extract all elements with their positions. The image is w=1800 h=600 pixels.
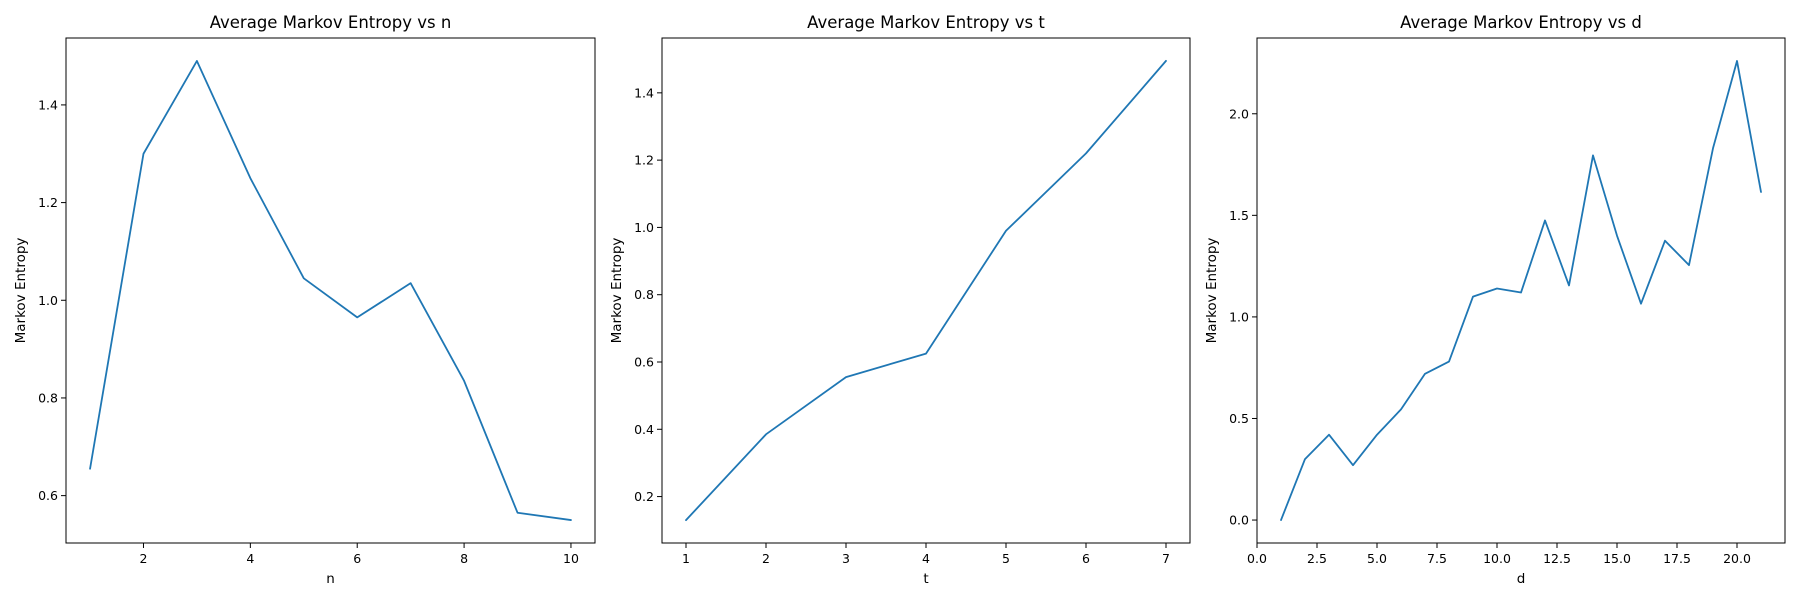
subplot-n: Average Markov Entropy vs n n Markov Ent… <box>13 13 596 587</box>
y-tick-label-t: 0.2 <box>634 489 654 504</box>
x-ticks-d: 0.0 2.5 5.0 7.5 10.0 12.5 15.0 17.5 20.0 <box>1247 543 1751 566</box>
y-axis-label-t: Markov Entropy <box>609 238 625 344</box>
y-ticks-d: 0.0 0.5 1.0 1.5 2.0 <box>1229 106 1257 528</box>
x-tick-label-d: 15.0 <box>1603 551 1631 566</box>
x-tick-label-t: 3 <box>842 551 850 566</box>
axes-frame-n <box>65 37 596 544</box>
series-line-t <box>685 59 1167 522</box>
series-group-d <box>1280 60 1762 521</box>
x-tick-label-d: 0.0 <box>1247 551 1267 566</box>
y-tick-label-t: 1.0 <box>634 220 654 235</box>
subplot-t: Average Markov Entropy vs t t Markov Ent… <box>609 13 1191 587</box>
y-tick-label-n: 1.4 <box>38 97 58 112</box>
y-tick-label-d: 0.5 <box>1229 411 1249 426</box>
x-tick-label-n: 6 <box>353 551 361 566</box>
x-tick-label-d: 17.5 <box>1663 551 1691 566</box>
y-tick-label-n: 1.0 <box>38 293 58 308</box>
chart-title-t: Average Markov Entropy vs t <box>807 13 1045 32</box>
y-tick-label-t: 1.4 <box>634 85 654 100</box>
x-ticks-n: 2 4 6 8 10 <box>140 543 579 566</box>
x-tick-label-d: 12.5 <box>1543 551 1571 566</box>
y-ticks-n: 0.6 0.8 1.0 1.2 1.4 <box>38 97 66 503</box>
y-tick-label-n: 0.8 <box>38 390 58 405</box>
x-tick-label-t: 6 <box>1082 551 1090 566</box>
x-tick-label-t: 1 <box>682 551 690 566</box>
chart-title-n: Average Markov Entropy vs n <box>210 13 452 32</box>
x-tick-label-d: 2.5 <box>1307 551 1327 566</box>
y-tick-label-d: 2.0 <box>1229 106 1249 121</box>
x-tick-label-d: 20.0 <box>1723 551 1751 566</box>
x-tick-label-d: 5.0 <box>1367 551 1387 566</box>
x-tick-label-t: 5 <box>1002 551 1010 566</box>
x-axis-label-n: n <box>326 571 335 587</box>
series-line-n <box>89 60 572 521</box>
x-tick-label-n: 10 <box>563 551 579 566</box>
y-tick-label-n: 1.2 <box>38 195 58 210</box>
x-tick-label-n: 2 <box>140 551 148 566</box>
y-ticks-t: 0.2 0.4 0.6 0.8 1.0 1.2 1.4 <box>634 85 662 504</box>
y-tick-label-d: 1.5 <box>1229 208 1249 223</box>
x-tick-label-n: 4 <box>246 551 254 566</box>
x-tick-label-t: 4 <box>922 551 930 566</box>
y-tick-label-t: 0.6 <box>634 354 654 369</box>
x-ticks-t: 1 2 3 4 5 6 7 <box>682 543 1170 566</box>
x-tick-label-t: 7 <box>1162 551 1170 566</box>
y-axis-label-n: Markov Entropy <box>13 238 29 344</box>
y-tick-label-t: 0.8 <box>634 287 654 302</box>
series-line-d <box>1280 60 1762 521</box>
x-tick-label-d: 7.5 <box>1427 551 1447 566</box>
series-group-n <box>89 60 572 521</box>
y-tick-label-d: 0.0 <box>1229 513 1249 528</box>
axes-frame-d <box>1256 37 1786 544</box>
y-tick-label-t: 0.4 <box>634 422 654 437</box>
y-tick-label-d: 1.0 <box>1229 309 1249 324</box>
x-tick-label-t: 2 <box>762 551 770 566</box>
series-group-t <box>685 59 1167 522</box>
x-axis-label-d: d <box>1517 571 1526 587</box>
x-tick-label-n: 8 <box>460 551 468 566</box>
x-axis-label-t: t <box>923 571 928 587</box>
y-tick-label-t: 1.2 <box>634 153 654 168</box>
y-tick-label-n: 0.6 <box>38 488 58 503</box>
chart-title-d: Average Markov Entropy vs d <box>1400 13 1642 32</box>
subplot-d: Average Markov Entropy vs d d Markov Ent… <box>1204 13 1786 587</box>
y-axis-label-d: Markov Entropy <box>1204 238 1220 344</box>
x-tick-label-d: 10.0 <box>1483 551 1511 566</box>
